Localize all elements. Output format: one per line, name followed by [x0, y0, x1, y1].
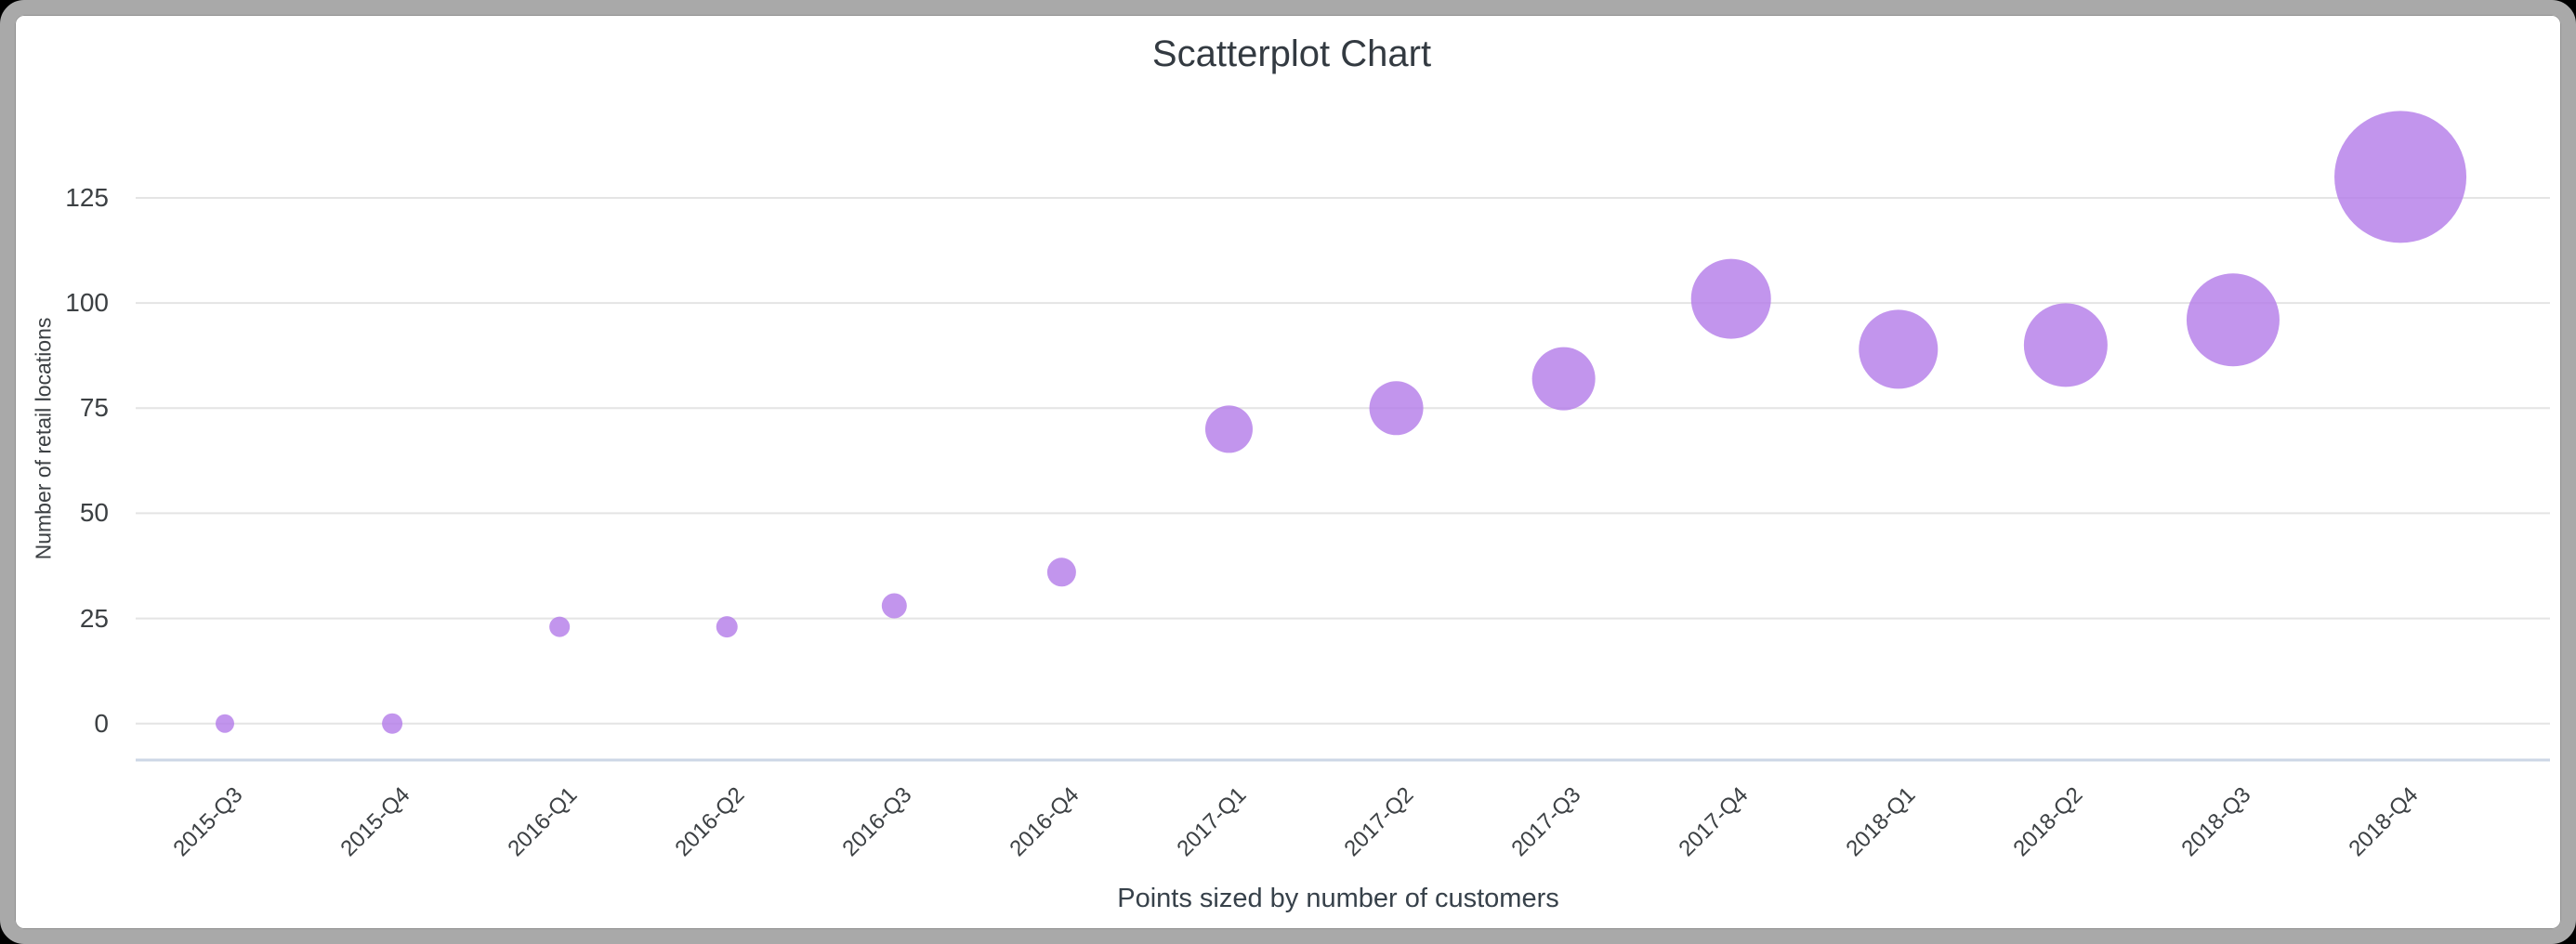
data-point-2016-Q4[interactable]: [1046, 557, 1076, 587]
data-point-2016-Q3[interactable]: [881, 593, 907, 619]
data-point-2016-Q2[interactable]: [716, 616, 738, 638]
y-tick-label-50: 50: [79, 498, 109, 528]
data-point-2018-Q4[interactable]: [2334, 111, 2467, 243]
chart-title: Scatterplot Chart: [1151, 33, 1432, 74]
y-tick-label-100: 100: [65, 288, 109, 318]
data-point-2017-Q3[interactable]: [1531, 347, 1596, 411]
gridlines: [136, 197, 2550, 725]
data-point-2015-Q4[interactable]: [382, 713, 403, 734]
y-tick-label-75: 75: [79, 393, 109, 423]
data-point-2018-Q2[interactable]: [2023, 303, 2108, 387]
data-point-2017-Q4[interactable]: [1690, 258, 1771, 339]
data-point-2018-Q3[interactable]: [2186, 273, 2280, 367]
y-tick-label-125: 125: [65, 183, 109, 212]
data-point-2017-Q1[interactable]: [1204, 405, 1253, 453]
data-points: [216, 111, 2467, 734]
data-point-2018-Q1[interactable]: [1859, 309, 1939, 389]
y-tick-label-25: 25: [79, 603, 109, 633]
data-point-2017-Q2[interactable]: [1369, 381, 1424, 436]
points-size-caption: Points sized by number of customers: [1117, 884, 1559, 913]
y-tick-label-0: 0: [94, 708, 109, 738]
data-point-2016-Q1[interactable]: [549, 616, 571, 637]
data-point-2015-Q3[interactable]: [216, 714, 234, 733]
